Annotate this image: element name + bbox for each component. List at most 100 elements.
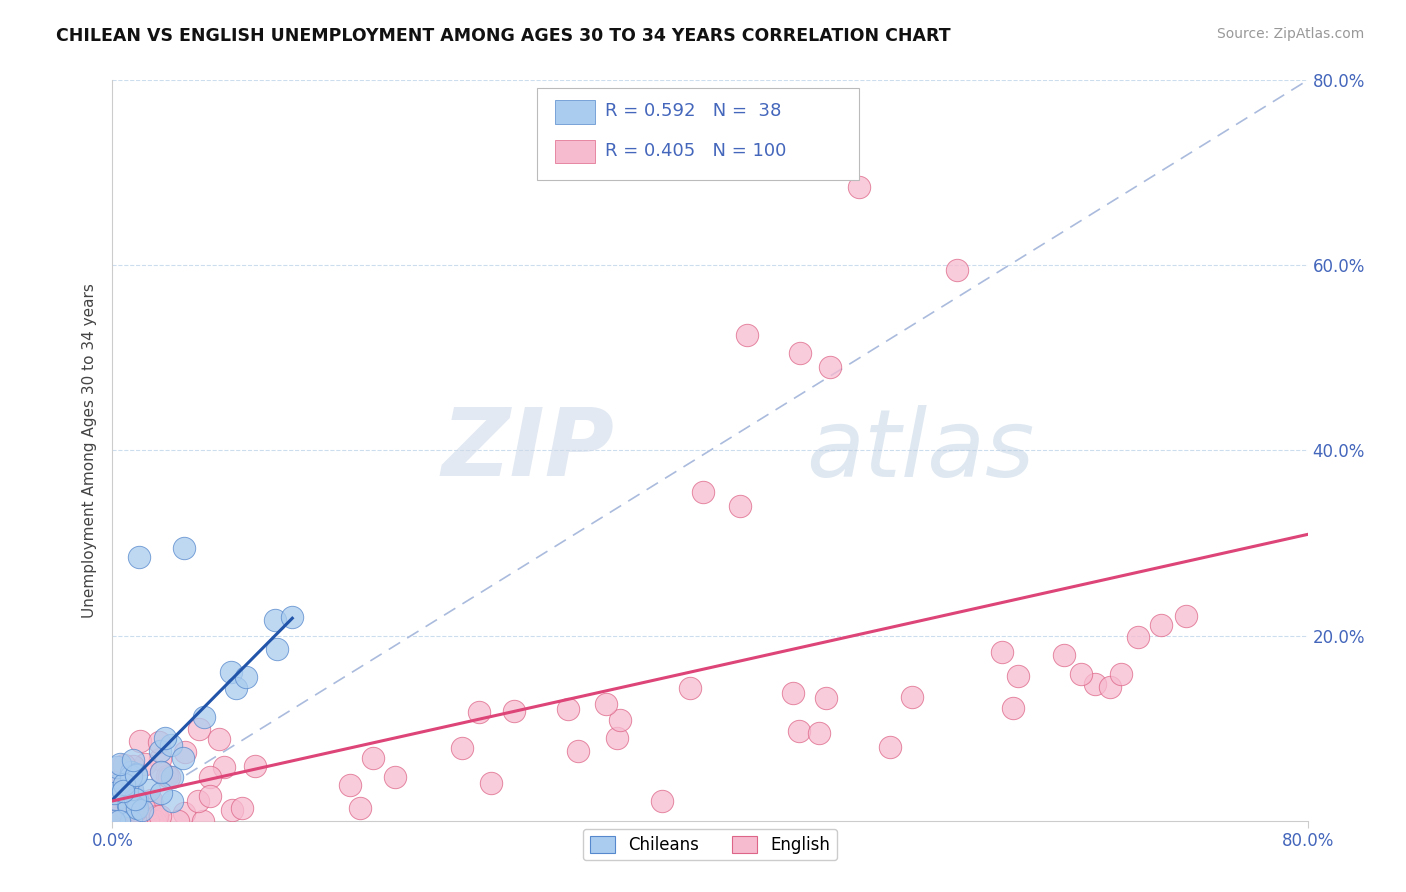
Point <box>187 794 209 808</box>
Point <box>128 805 150 819</box>
Point <box>105 760 128 774</box>
Point <box>264 613 287 627</box>
Point <box>156 769 179 783</box>
Point <box>105 791 128 805</box>
Point <box>1174 609 1197 624</box>
Point <box>127 801 149 815</box>
Point <box>848 179 870 194</box>
Point <box>125 767 148 781</box>
Point <box>112 758 135 772</box>
Point <box>807 725 830 739</box>
Point <box>173 541 195 555</box>
Point <box>104 797 127 812</box>
Point <box>121 753 143 767</box>
Point <box>108 814 131 828</box>
Text: R = 0.592   N =  38: R = 0.592 N = 38 <box>605 103 782 120</box>
Point <box>1126 630 1149 644</box>
Point <box>117 797 139 812</box>
Point <box>112 772 135 787</box>
Point <box>143 814 166 828</box>
Point <box>124 811 146 825</box>
Point <box>112 777 135 791</box>
Point <box>595 697 617 711</box>
Point <box>121 764 143 779</box>
Point <box>162 794 184 808</box>
Point <box>103 803 125 817</box>
Point <box>567 744 589 758</box>
Point <box>384 770 406 784</box>
Point <box>167 814 190 828</box>
Point <box>815 690 838 705</box>
Point <box>879 739 901 754</box>
Point <box>118 779 141 793</box>
Point <box>651 794 673 808</box>
Point <box>1109 667 1132 681</box>
Point <box>114 800 136 814</box>
Point <box>361 751 384 765</box>
Point <box>207 731 229 746</box>
Point <box>198 789 221 803</box>
Point <box>339 779 361 793</box>
Point <box>219 665 242 680</box>
Point <box>128 806 150 821</box>
Point <box>150 786 173 800</box>
Point <box>105 803 128 817</box>
Point <box>128 549 150 564</box>
Text: ZIP: ZIP <box>441 404 614 497</box>
Point <box>153 731 176 745</box>
Point <box>609 713 631 727</box>
Point <box>159 738 181 752</box>
Point <box>281 610 304 624</box>
Point <box>127 810 149 824</box>
Point <box>728 499 751 513</box>
Point <box>945 263 967 277</box>
Point <box>191 814 214 828</box>
Point <box>103 786 125 800</box>
Point <box>112 814 135 828</box>
Point <box>149 809 172 823</box>
Point <box>107 814 129 828</box>
Point <box>128 734 150 748</box>
Point <box>117 781 139 796</box>
Point <box>127 809 149 823</box>
Point <box>557 702 579 716</box>
Point <box>225 681 247 695</box>
Point <box>138 783 160 797</box>
Point <box>124 791 146 805</box>
Point <box>132 801 155 815</box>
Point <box>103 774 125 789</box>
Point <box>1001 700 1024 714</box>
Point <box>103 814 125 828</box>
Point <box>138 802 160 816</box>
Point <box>134 756 156 771</box>
Point <box>111 789 134 803</box>
Text: Source: ZipAtlas.com: Source: ZipAtlas.com <box>1216 27 1364 41</box>
Point <box>187 722 209 736</box>
Point <box>787 724 810 739</box>
Point <box>214 760 236 774</box>
Y-axis label: Unemployment Among Ages 30 to 34 years: Unemployment Among Ages 30 to 34 years <box>82 283 97 618</box>
Point <box>121 781 143 796</box>
Point <box>1084 677 1107 691</box>
FancyBboxPatch shape <box>554 139 595 163</box>
Point <box>789 346 811 360</box>
Point <box>105 814 128 828</box>
Point <box>678 681 700 696</box>
Point <box>1099 680 1122 694</box>
Point <box>127 792 149 806</box>
Point <box>450 741 472 756</box>
Point <box>173 806 195 821</box>
Point <box>136 814 159 828</box>
Point <box>198 770 221 784</box>
Point <box>108 777 131 791</box>
Point <box>157 770 180 784</box>
Point <box>174 745 197 759</box>
Point <box>692 485 714 500</box>
Point <box>172 751 194 765</box>
Point <box>243 759 266 773</box>
Point <box>149 744 172 758</box>
Point <box>120 769 142 783</box>
Point <box>127 814 149 828</box>
Point <box>121 814 143 828</box>
Text: atlas: atlas <box>806 405 1033 496</box>
